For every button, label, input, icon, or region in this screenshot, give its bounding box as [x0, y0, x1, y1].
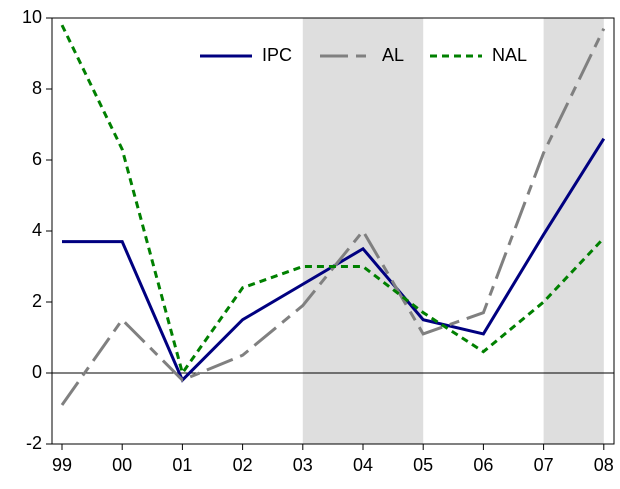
x-tick-label: 02	[233, 455, 253, 475]
legend-label: IPC	[262, 45, 292, 65]
shaded-period	[543, 18, 604, 444]
plot-frame	[51, 17, 615, 445]
y-tick-label: 0	[32, 362, 42, 382]
y-tick-label: 4	[32, 220, 42, 240]
x-tick-label: 08	[594, 455, 614, 475]
y-tick-label: 10	[22, 7, 42, 27]
x-tick-label: 01	[172, 455, 192, 475]
series-line	[60, 27, 606, 406]
legend-label: NAL	[492, 45, 527, 65]
x-tick-label: 07	[534, 455, 554, 475]
series-line	[60, 24, 605, 377]
y-tick-label: -2	[26, 433, 42, 453]
x-tick-label: 06	[473, 455, 493, 475]
y-tick-label: 6	[32, 149, 42, 169]
x-tick-label: 05	[413, 455, 433, 475]
legend-label: AL	[382, 45, 404, 65]
y-tick-label: 2	[32, 291, 42, 311]
y-tick-label: 8	[32, 78, 42, 98]
x-tick-label: 99	[52, 455, 72, 475]
shaded-period	[302, 18, 424, 444]
x-tick-label: 03	[293, 455, 313, 475]
x-tick-label: 04	[353, 455, 373, 475]
x-tick-label: 00	[112, 455, 132, 475]
